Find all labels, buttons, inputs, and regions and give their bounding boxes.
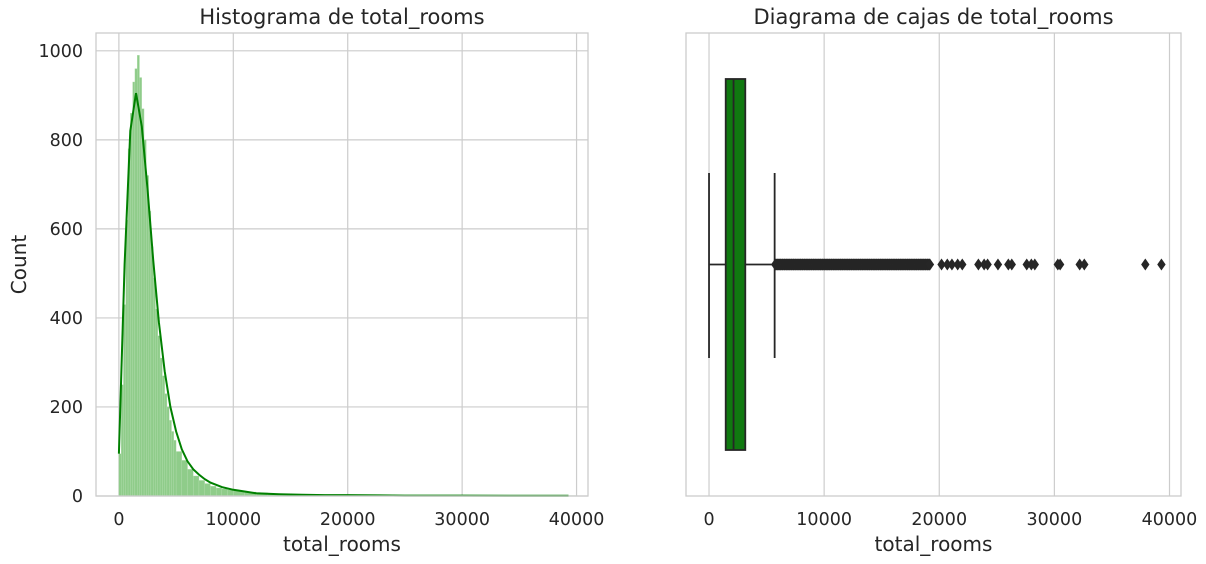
histogram-bar — [132, 81, 136, 497]
boxplot-panel: Diagrama de cajas de total_rooms total_r… — [685, 5, 1197, 556]
histogram-bar — [157, 335, 161, 497]
boxplot-title: Diagrama de cajas de total_rooms — [753, 5, 1113, 30]
histogram-x-axis-label: total_rooms — [283, 532, 401, 556]
boxplot-outlier-marker — [1141, 258, 1150, 271]
histogram-title: Histograma de total_rooms — [199, 5, 484, 30]
histogram-bar — [171, 431, 174, 497]
boxplot-outlier-marker — [1080, 258, 1089, 271]
histogram-bar — [193, 475, 200, 497]
boxplot-outlier-marker — [1030, 258, 1040, 271]
histogram-x-tick-label: 20000 — [320, 510, 376, 530]
histogram-x-ticks: 0 10000 20000 30000 40000 — [113, 510, 604, 530]
histogram-bar — [173, 440, 177, 497]
histogram-y-tick-label: 0 — [72, 487, 83, 507]
boxplot-outlier-marker — [925, 258, 935, 271]
histogram-bar — [155, 308, 158, 497]
histogram-bar — [169, 420, 172, 497]
histogram-bar — [137, 55, 140, 497]
histogram-bar — [118, 453, 122, 497]
histogram-bar — [141, 108, 145, 497]
histogram-y-tick-label: 600 — [50, 220, 83, 240]
histogram-y-tick-label: 1000 — [38, 42, 83, 62]
histogram-bar — [166, 406, 170, 497]
histogram-bar — [215, 487, 223, 497]
boxplot-outlier-marker — [983, 258, 992, 271]
histogram-bar — [204, 483, 211, 497]
histogram-y-axis-label: Count — [7, 235, 31, 295]
histogram-x-tick-label: 10000 — [205, 510, 261, 530]
boxplot-x-tick-label: 0 — [703, 510, 714, 530]
boxplot-outlier-marker — [993, 258, 1003, 271]
histogram-bar — [134, 68, 138, 497]
histogram-x-tick-label: 30000 — [434, 510, 490, 530]
histogram-kde-line — [117, 92, 569, 497]
histogram-panel: Histograma de total_rooms total_rooms Co… — [7, 5, 604, 556]
histogram-y-tick-label: 200 — [50, 398, 83, 418]
boxplot-outlier-marker — [1157, 258, 1166, 271]
boxplot-x-tick-label: 10000 — [796, 510, 852, 530]
boxplot-x-ticks: 0 10000 20000 30000 40000 — [703, 510, 1197, 530]
boxplot-outliers — [771, 258, 1166, 271]
histogram-bar — [148, 210, 152, 497]
histogram-bar — [123, 304, 126, 497]
histogram-plot-frame — [95, 32, 589, 497]
histogram-bar — [198, 480, 205, 497]
boxplot-x-axis-label: total_rooms — [875, 532, 993, 556]
boxplot-x-tick-label: 20000 — [911, 510, 967, 530]
histogram-bar — [153, 277, 156, 497]
histogram-bar — [143, 139, 147, 497]
histogram-y-ticks: 0 200 400 600 800 1000 — [38, 42, 83, 507]
boxplot-body — [708, 78, 776, 451]
boxplot-plot-frame — [685, 32, 1182, 497]
histogram-y-tick-label: 800 — [50, 131, 83, 151]
histogram-bar — [181, 460, 188, 497]
histogram-bar — [227, 489, 234, 497]
boxplot-outlier-marker — [1075, 258, 1084, 271]
histogram-bar — [175, 451, 182, 497]
histogram-bar — [221, 488, 228, 497]
boxplot-x-tick-label: 30000 — [1027, 510, 1083, 530]
boxplot-outlier-marker — [1007, 258, 1016, 271]
histogram-bar — [127, 148, 131, 497]
boxplot-outlier-marker — [953, 258, 962, 271]
histogram-bar — [159, 357, 163, 497]
histogram-bar — [125, 219, 129, 497]
histogram-bar — [162, 375, 165, 497]
histogram-x-tick-label: 0 — [113, 510, 124, 530]
histogram-y-tick-label: 400 — [50, 309, 83, 329]
histogram-bar — [164, 393, 168, 497]
boxplot-x-tick-label: 40000 — [1142, 510, 1198, 530]
boxplot-outlier-marker — [943, 258, 952, 271]
histogram-bar — [139, 77, 142, 497]
boxplot-box — [724, 78, 747, 451]
histogram-bar — [187, 469, 194, 497]
histogram-x-tick-label: 40000 — [549, 510, 605, 530]
histogram-bar — [130, 112, 133, 497]
boxplot-outlier-marker — [1022, 258, 1031, 271]
histogram-bar — [210, 486, 217, 497]
histogram-bar — [121, 384, 124, 497]
boxplot-outlier-marker — [958, 258, 967, 271]
histogram-bar — [146, 175, 149, 497]
boxplot-outlier-marker — [1055, 258, 1065, 271]
boxplot-outlier-marker — [937, 258, 946, 271]
boxplot-outlier-marker — [974, 258, 983, 271]
boxplot-outlier-marker — [947, 258, 957, 271]
histogram-bar — [150, 246, 154, 497]
